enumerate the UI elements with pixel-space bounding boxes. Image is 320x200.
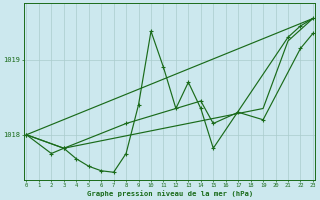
- X-axis label: Graphe pression niveau de la mer (hPa): Graphe pression niveau de la mer (hPa): [86, 190, 253, 197]
